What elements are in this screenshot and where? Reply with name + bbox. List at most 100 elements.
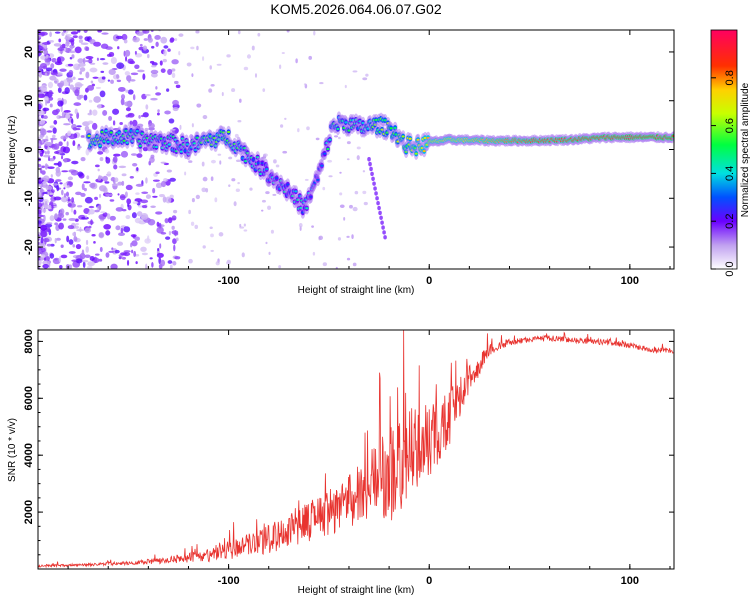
spectrogram-noise-cell xyxy=(125,215,131,220)
spectrogram-ridge xyxy=(316,178,320,182)
spectrogram-noise-cell xyxy=(66,185,70,189)
spectrogram-noise-cell xyxy=(147,37,153,43)
spectrogram-noise-cell xyxy=(76,125,82,128)
spectrogram-ylabel: Frequency (Hz) xyxy=(7,116,18,185)
spectrogram-noise-cell xyxy=(94,164,100,168)
spectrogram-noise-cell xyxy=(174,256,181,260)
spectrogram-noise-cell xyxy=(363,201,368,206)
spectrogram-noise-cell xyxy=(352,262,357,267)
spectrogram-noise-cell xyxy=(63,158,68,163)
spectrogram-noise-cell xyxy=(71,118,74,125)
spectrogram-noise-cell xyxy=(120,150,129,158)
spectrogram-noise-cell xyxy=(73,236,78,242)
spectrogram-noise-cell xyxy=(52,183,59,186)
spectrogram-noise-cell xyxy=(173,209,178,214)
spectrogram-cell xyxy=(383,235,387,240)
spectrogram-noise-cell xyxy=(77,30,81,33)
spectrogram-noise-cell xyxy=(306,126,310,131)
snr-frame xyxy=(37,329,675,570)
spectrogram-noise-cell xyxy=(265,241,268,245)
spectrogram-noise-cell xyxy=(38,209,42,215)
spectrogram-noise-cell xyxy=(51,57,57,63)
spectrogram-noise-cell xyxy=(42,181,47,185)
spectrogram-noise-cell xyxy=(85,46,90,52)
spectrogram-noise-cell xyxy=(40,224,48,231)
spectrogram-noise-cell xyxy=(113,153,121,157)
spectrogram-noise-cell xyxy=(123,39,128,44)
spectrogram-ytick-label: 20 xyxy=(23,46,35,58)
spectrogram-noise-cell xyxy=(84,59,93,63)
spectrogram-noise-cell xyxy=(135,261,138,265)
spectrogram-noise-cell xyxy=(205,188,209,193)
spectrogram-noise-cell xyxy=(218,232,224,237)
spectrogram-noise-cell xyxy=(98,258,103,262)
colorbar xyxy=(710,29,738,270)
spectrogram-noise-cell xyxy=(210,233,214,238)
spectrogram-noise-cell xyxy=(80,156,86,162)
spectrogram-noise-cell xyxy=(142,73,146,81)
spectrogram-noise-cell xyxy=(122,251,131,257)
spectrogram-noise-cell xyxy=(151,72,158,78)
spectrogram-noise-cell xyxy=(77,58,84,64)
spectrogram-ridge xyxy=(286,183,290,186)
spectrogram-noise-cell xyxy=(158,257,162,265)
spectrogram-noise-cell xyxy=(163,49,167,57)
spectrogram-noise-cell xyxy=(239,98,242,103)
spectrogram-noise-cell xyxy=(243,229,248,232)
spectrogram-noise-cell xyxy=(43,115,48,120)
spectrogram-ridge xyxy=(154,145,158,149)
spectrogram-noise-cell xyxy=(241,252,245,258)
spectrogram-noise-cell xyxy=(84,254,91,258)
spectrogram-noise-cell xyxy=(54,237,57,244)
spectrogram-noise-cell xyxy=(58,38,62,43)
spectrogram-noise-cell xyxy=(163,178,168,182)
spectrogram-noise-cell xyxy=(132,163,138,167)
spectrogram-noise-cell xyxy=(121,173,127,177)
spectrogram-noise-cell xyxy=(117,46,120,50)
spectrogram-noise-cell xyxy=(75,258,83,264)
spectrogram-noise-cell xyxy=(356,146,361,150)
spectrogram-ridge xyxy=(185,143,190,146)
spectrogram-noise-cell xyxy=(49,137,58,141)
spectrogram-noise-cell xyxy=(172,261,177,266)
spectrogram-noise-cell xyxy=(57,100,64,107)
spectrogram-noise-cell xyxy=(233,201,237,207)
spectrogram-noise-cell xyxy=(132,119,138,127)
spectrogram-noise-cell xyxy=(335,266,338,269)
spectrogram-noise-cell xyxy=(47,166,55,169)
spectrogram-noise-cell xyxy=(83,208,90,215)
spectrogram-noise-cell xyxy=(58,222,64,230)
spectrogram-noise-cell xyxy=(89,62,96,65)
spectrogram-ridge xyxy=(328,138,332,141)
spectrogram-noise-cell xyxy=(174,80,179,85)
spectrogram-noise-cell xyxy=(201,187,207,193)
spectrogram-noise-cell xyxy=(171,59,179,65)
spectrogram-noise-cell xyxy=(150,205,156,208)
spectrogram-noise-cell xyxy=(262,88,266,92)
spectrogram-noise-cell xyxy=(58,255,62,263)
spectrogram-noise-cell xyxy=(270,229,274,234)
spectrogram-noise-cell xyxy=(60,135,68,140)
spectrogram-ytick-label: -20 xyxy=(23,239,35,255)
spectrogram-noise-cell xyxy=(251,45,255,51)
spectrogram-noise-cell xyxy=(103,187,108,194)
spectrogram-noise-cell xyxy=(44,96,49,102)
spectrogram-noise-cell xyxy=(43,43,47,49)
colorbar-tick-label: 0.6 xyxy=(724,118,736,133)
spectrogram-noise-cell xyxy=(77,146,82,149)
spectrogram-noise-cell xyxy=(50,243,55,247)
spectrogram-noise-cell xyxy=(268,251,271,255)
spectrogram-noise-cell xyxy=(112,108,120,115)
spectrogram-ridge xyxy=(109,131,113,134)
spectrogram-noise-cell xyxy=(169,264,173,269)
spectrogram-noise-cell xyxy=(132,36,140,43)
snr-xlabel: Height of straight line (km) xyxy=(298,585,415,596)
spectrogram-noise-cell xyxy=(49,31,52,38)
spectrogram-noise-cell xyxy=(109,215,116,221)
spectrogram-noise-cell xyxy=(237,119,242,123)
spectrogram-noise-cell xyxy=(46,222,53,225)
spectrogram-noise-cell xyxy=(145,104,149,110)
spectrogram-noise-cell xyxy=(89,67,98,73)
spectrogram-noise-cell xyxy=(86,85,95,91)
snr-xtick-label: -100 xyxy=(218,575,240,587)
